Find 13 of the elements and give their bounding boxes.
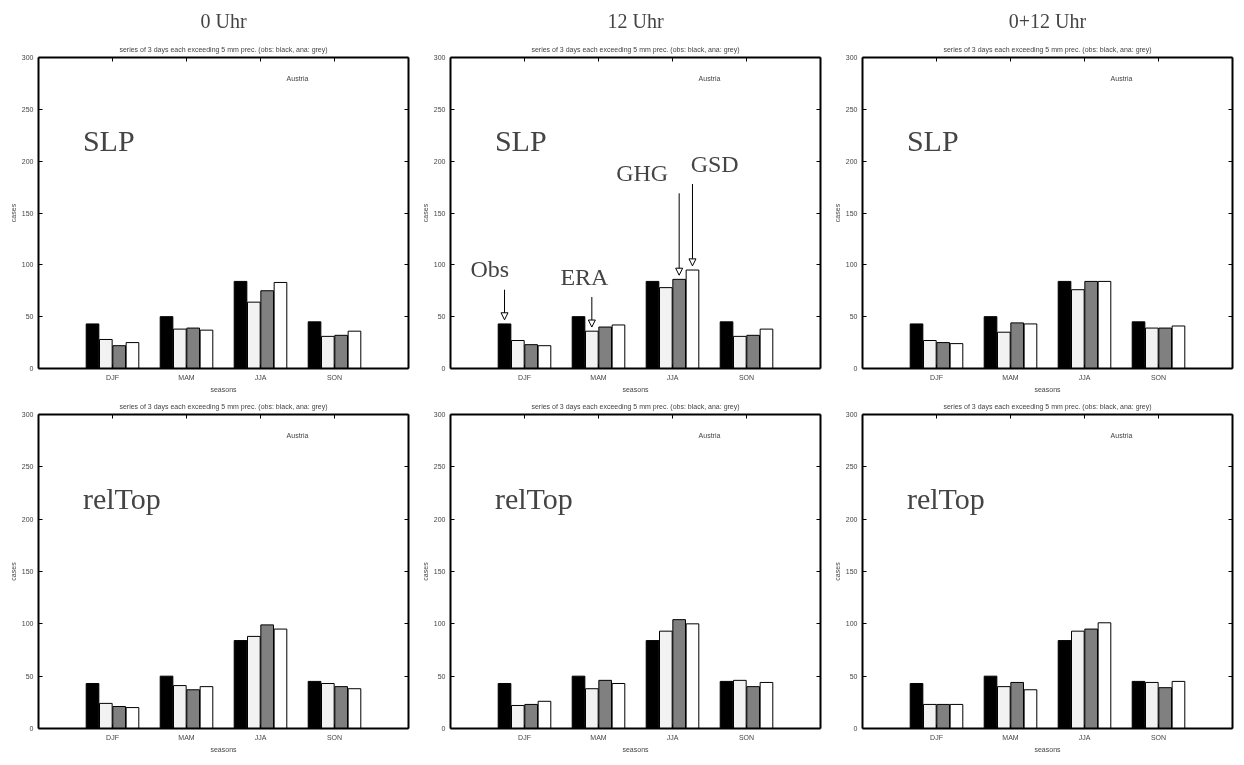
annotation: SLP — [82, 123, 135, 157]
annotation: GSD — [690, 150, 739, 177]
annotation: relTop — [906, 481, 985, 515]
chart-title: 12 Uhr — [607, 9, 664, 32]
annotation: GHG — [616, 160, 669, 187]
annotation: relTop — [82, 481, 161, 515]
annotation: Obs — [470, 256, 510, 283]
annotation: ERA — [560, 263, 610, 290]
annotation: SLP — [906, 123, 959, 157]
chart-title: 0+12 Uhr — [1008, 9, 1087, 32]
annotation: relTop — [494, 481, 573, 515]
annotation: SLP — [494, 123, 547, 157]
chart-title: 0 Uhr — [200, 9, 247, 32]
